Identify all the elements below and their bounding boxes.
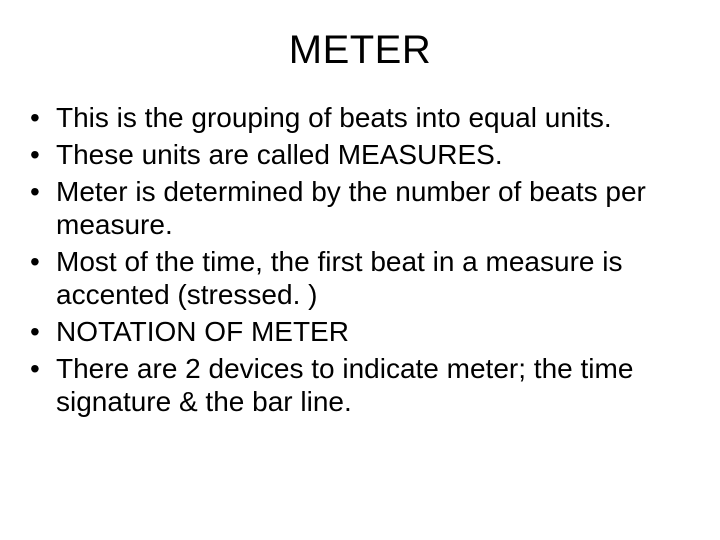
list-item: Most of the time, the first beat in a me…	[28, 245, 692, 311]
slide: METER This is the grouping of beats into…	[0, 0, 720, 540]
bullet-list: This is the grouping of beats into equal…	[28, 101, 692, 418]
list-item: NOTATION OF METER	[28, 315, 692, 348]
slide-title: METER	[28, 28, 692, 73]
list-item: Meter is determined by the number of bea…	[28, 175, 692, 241]
list-item: This is the grouping of beats into equal…	[28, 101, 692, 134]
list-item: There are 2 devices to indicate meter; t…	[28, 352, 692, 418]
list-item: These units are called MEASURES.	[28, 138, 692, 171]
